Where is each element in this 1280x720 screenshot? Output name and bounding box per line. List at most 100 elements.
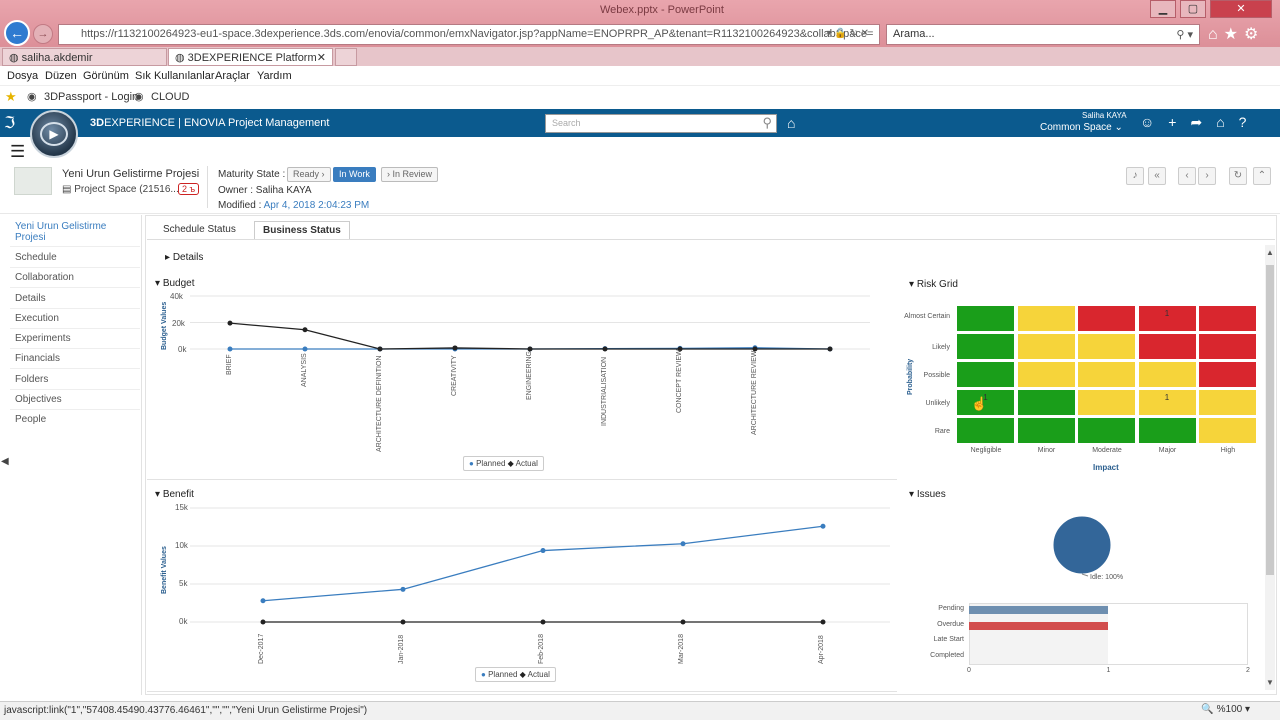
nav-details[interactable]: Details <box>10 289 140 309</box>
x-tick-label: 1 <box>1106 667 1111 674</box>
new-tab-button[interactable] <box>335 48 357 66</box>
risk-cell[interactable] <box>1016 417 1076 444</box>
tab-3dexperience[interactable]: ◍ 3DEXPERIENCE Platform ✕ <box>168 48 333 66</box>
bar-bg <box>969 604 1108 664</box>
nav-folders[interactable]: Folders <box>10 370 140 390</box>
risk-cell[interactable]: 1 <box>1137 389 1197 416</box>
budget-ylabel: Budget Values <box>161 301 168 350</box>
scroll-down-icon[interactable]: ▼ <box>1266 678 1274 687</box>
budget-ytick: 40k <box>170 292 183 301</box>
risk-cell[interactable] <box>1198 417 1257 444</box>
state-ready[interactable]: Ready › <box>287 167 331 182</box>
browser-nav-icons[interactable]: ⌂★⚙ <box>1208 26 1265 43</box>
benefit-header[interactable]: ▾ Benefit <box>155 489 194 500</box>
row-label: Unlikely <box>925 400 950 407</box>
risk-grid-header[interactable]: ▾ Risk Grid <box>909 279 958 290</box>
revision-badge[interactable]: 2 ъ <box>178 183 200 195</box>
risk-cell[interactable] <box>1077 361 1136 388</box>
menu-araclar[interactable]: Araçlar <box>215 70 250 82</box>
budget-legend[interactable]: ● Planned ◆ Actual <box>463 456 544 471</box>
x-tick-label: CREATIVITY <box>451 355 458 396</box>
tab-saliha[interactable]: ◍ saliha.akdemir <box>2 48 167 66</box>
zoom-level[interactable]: 🔍 %100 ▾ <box>1201 704 1250 715</box>
scroll-up-icon[interactable]: ▲ <box>1266 248 1274 257</box>
data-point <box>227 346 233 352</box>
expand-icon[interactable]: ⌃ <box>1253 167 1271 185</box>
issues-header[interactable]: ▾ Issues <box>909 489 946 500</box>
app-search-input[interactable]: Search ⚲ <box>545 114 777 133</box>
budget-header[interactable]: ▾ Budget <box>155 278 195 289</box>
nav-objectives[interactable]: Objectives <box>10 390 140 410</box>
tab-close-icon[interactable]: ✕ <box>316 52 326 64</box>
menu-yardim[interactable]: Yardım <box>257 70 292 82</box>
nav-experiments[interactable]: Experiments <box>10 329 140 349</box>
bar-label: Late Start <box>933 636 964 643</box>
ds-logo-icon[interactable]: ℑ <box>4 115 16 132</box>
x-tick-label: Dec-2017 <box>258 633 265 664</box>
fav-cloud[interactable]: CLOUD <box>151 91 190 103</box>
benefit-legend[interactable]: ● Planned ◆ Actual <box>475 667 556 682</box>
browser-search-input[interactable]: Arama... ⚲ ▾ <box>886 24 1200 45</box>
nav-project[interactable]: Yeni Urun Gelistirme Projesi <box>10 217 140 247</box>
risk-cell[interactable] <box>956 305 1015 332</box>
nav-financials[interactable]: Financials <box>10 349 140 369</box>
risk-cell[interactable] <box>1077 389 1136 416</box>
risk-cell[interactable] <box>956 333 1015 360</box>
minimize-button[interactable]: ▁ <box>1150 0 1176 18</box>
risk-cell[interactable] <box>1137 417 1197 444</box>
forward-button[interactable]: → <box>33 24 53 44</box>
menu-gorunum[interactable]: Görünüm <box>83 70 129 82</box>
maximize-button[interactable]: ▢ <box>1180 0 1206 18</box>
menu-duzen[interactable]: Düzen <box>45 70 77 82</box>
risk-cell[interactable] <box>1198 361 1257 388</box>
risk-cell[interactable] <box>956 417 1015 444</box>
header-icons[interactable]: ☺+➦⌂? <box>1140 114 1261 130</box>
risk-cell[interactable]: 1 <box>956 389 1015 416</box>
tab-business-status[interactable]: Business Status <box>254 221 350 240</box>
state-in-work[interactable]: In Work <box>333 167 376 182</box>
risk-cell[interactable] <box>1198 333 1257 360</box>
risk-cell[interactable] <box>1016 305 1076 332</box>
risk-cell[interactable] <box>1137 361 1197 388</box>
risk-cell[interactable] <box>1016 361 1076 388</box>
risk-cell[interactable] <box>1077 333 1136 360</box>
address-bar[interactable]: https://r1132100264923-eu1-space.3dexper… <box>58 24 880 45</box>
tab-schedule-status[interactable]: Schedule Status <box>163 224 236 235</box>
collapse-left-icon[interactable]: ◀ <box>1 456 9 467</box>
play-icon[interactable]: ▶ <box>40 122 68 146</box>
close-window-button[interactable]: ✕ <box>1210 0 1272 18</box>
zoom-icon: 🔍 <box>1201 704 1217 715</box>
menu-dosya[interactable]: Dosya <box>7 70 39 82</box>
collapse-icon[interactable]: « <box>1148 167 1166 185</box>
lock-refresh-icons[interactable]: ▾ 🔒 ↻ ✕ <box>826 28 869 39</box>
prev-icon[interactable]: ‹ <box>1178 167 1196 185</box>
back-button[interactable]: ← <box>4 20 30 46</box>
collab-space-selector[interactable]: Common Space ⌄ <box>1040 122 1123 133</box>
search-icon[interactable]: ⚲ <box>762 115 772 130</box>
risk-cell[interactable] <box>1016 389 1076 416</box>
next-icon[interactable]: › <box>1198 167 1216 185</box>
menu-favorites[interactable]: Sık Kullanılanlar <box>135 70 215 82</box>
nav-schedule[interactable]: Schedule <box>10 248 140 268</box>
search-icon[interactable]: ⚲ ▾ <box>1176 29 1193 41</box>
hamburger-icon[interactable]: ☰ <box>10 142 26 161</box>
refresh-icon[interactable]: ↻ <box>1229 167 1247 185</box>
risk-cell[interactable] <box>1137 333 1197 360</box>
details-section[interactable]: ▸ Details <box>165 252 204 263</box>
risk-cell[interactable] <box>1198 305 1257 332</box>
risk-cell[interactable] <box>956 361 1015 388</box>
risk-cell[interactable]: 1 <box>1137 305 1197 332</box>
scrollbar-thumb[interactable] <box>1266 265 1274 575</box>
tag-icon[interactable]: ⌂ <box>787 115 796 131</box>
star-icon[interactable]: ★ <box>5 89 17 104</box>
nav-execution[interactable]: Execution <box>10 309 140 329</box>
nav-collaboration[interactable]: Collaboration <box>10 268 140 288</box>
risk-cell[interactable] <box>1077 305 1136 332</box>
bell-icon[interactable]: ♪ <box>1126 167 1144 185</box>
fav-3dpassport[interactable]: 3DPassport - Login <box>44 91 139 103</box>
nav-people[interactable]: People <box>15 414 47 425</box>
risk-cell[interactable] <box>1077 417 1136 444</box>
risk-cell[interactable] <box>1016 333 1076 360</box>
state-in-review[interactable]: › In Review <box>381 167 439 182</box>
risk-cell[interactable] <box>1198 389 1257 416</box>
